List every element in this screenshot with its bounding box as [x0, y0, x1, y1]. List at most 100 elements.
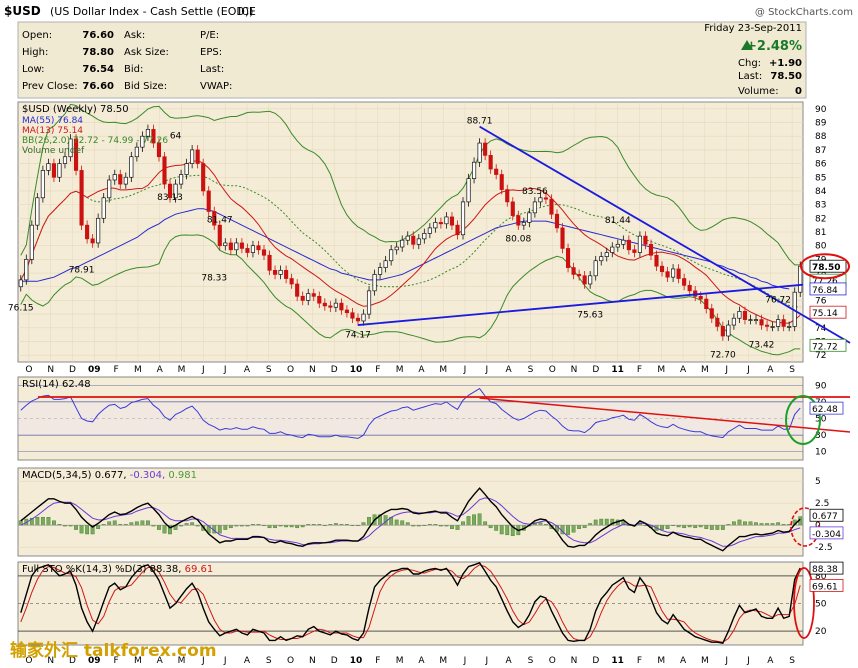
candle [516, 215, 521, 226]
x-tick-label: A [506, 656, 513, 666]
x-tick-label: J [463, 656, 467, 666]
x-tick-label: A [157, 656, 164, 666]
macd-histogram-bar [40, 517, 45, 526]
candle [615, 243, 620, 248]
candle [328, 305, 333, 308]
macd-histogram-bar [295, 525, 300, 529]
x-tick-label: A [418, 656, 425, 666]
price-annotation: 81.47 [207, 216, 233, 226]
x-tick-label: A [680, 365, 687, 375]
low-label: Low: [22, 64, 45, 75]
rsi-tick-label: 10 [815, 448, 827, 458]
x-tick-label: O [25, 656, 32, 666]
high-value: 78.80 [82, 47, 114, 58]
y-tick-label: 81 [815, 228, 826, 238]
macd-histogram-bar [538, 522, 543, 526]
macd-histogram-bar [52, 520, 56, 526]
x-tick-label: 09 [88, 656, 101, 666]
bb-legend: BB(26,2.0) 72.72 - 74.99 - 77.26 [22, 136, 168, 146]
x-tick-label: S [789, 365, 795, 375]
x-tick-label: D [592, 365, 599, 375]
candle [68, 138, 73, 158]
candle [300, 295, 305, 301]
value-flag [809, 561, 844, 575]
candle [444, 216, 449, 225]
prev-value: 76.60 [82, 81, 114, 92]
x-tick-label: M [439, 365, 447, 375]
x-tick-label: M [178, 365, 186, 375]
x-tick-label: N [309, 365, 316, 375]
value-flag [809, 282, 847, 296]
candle [123, 176, 128, 185]
macd-histogram-bar [96, 525, 101, 529]
macd-histogram-bar [743, 521, 747, 526]
x-tick-label: N [571, 656, 578, 666]
last2-label: Last: [738, 71, 762, 82]
candle [538, 197, 543, 203]
candle [267, 254, 272, 271]
candle [483, 142, 488, 156]
candle [709, 308, 714, 319]
vwap-label: VWAP: [200, 81, 232, 92]
candle [167, 183, 173, 199]
y-tick-label: 89 [815, 119, 827, 129]
x-tick-label: F [375, 365, 380, 375]
candle [201, 163, 206, 192]
sto-k-line [20, 562, 801, 644]
volume-label: Volume: [738, 86, 779, 97]
candle [698, 295, 703, 300]
candle [383, 260, 388, 268]
candle [179, 174, 184, 185]
bb-mid-line [20, 174, 801, 308]
macd-histogram-bar [704, 525, 709, 529]
value-flag-label: 72.72 [812, 342, 838, 352]
value-flag [809, 508, 844, 522]
macd-tick-label: 2.5 [815, 499, 829, 509]
candle [637, 235, 642, 253]
high-label: High: [22, 47, 48, 58]
candle [57, 163, 62, 178]
candle [118, 174, 123, 185]
x-tick-label: M [396, 656, 404, 666]
candle [272, 269, 278, 275]
pe-label: P/E: [200, 30, 219, 41]
macd-signal-value-label: -0.304 [812, 530, 841, 540]
bid-label: Bid: [124, 64, 143, 75]
candle [389, 249, 394, 262]
x-tick-label: A [680, 656, 687, 666]
candle [527, 212, 532, 223]
candle [521, 222, 526, 226]
price-annotation: 73.42 [749, 341, 775, 351]
candle [687, 285, 692, 292]
open-value: 76.60 [82, 30, 114, 41]
y-tick-label: 82 [815, 214, 826, 224]
candle [355, 317, 361, 322]
macd-histogram-bar [405, 522, 410, 526]
macd-histogram-bar [472, 514, 476, 526]
candle [184, 163, 189, 175]
macd-histogram-bar [715, 525, 720, 530]
candle [549, 198, 554, 215]
candle [715, 317, 720, 327]
candle [599, 256, 604, 262]
candle [96, 217, 101, 244]
macd-histogram-bar [367, 517, 371, 526]
candle [322, 302, 327, 307]
x-tick-label: M [396, 365, 404, 375]
y-tick-label: 84 [815, 187, 827, 197]
macd-histogram-bar [267, 525, 272, 529]
rsi-tick-label: 90 [815, 381, 827, 391]
highlight-circle [800, 253, 850, 280]
ma13-legend: MA(13) 75.14 [22, 126, 83, 136]
candle [29, 224, 34, 260]
candle [73, 138, 79, 171]
macd-histogram-bar [129, 522, 134, 526]
candle [654, 254, 659, 267]
macd-histogram-bar [737, 519, 742, 526]
macd-histogram-bar [190, 522, 195, 526]
candle [79, 170, 84, 226]
y-tick-label: 86 [815, 160, 827, 170]
macd-histogram-bar [223, 525, 228, 530]
candle [129, 156, 134, 178]
candle [593, 260, 598, 277]
